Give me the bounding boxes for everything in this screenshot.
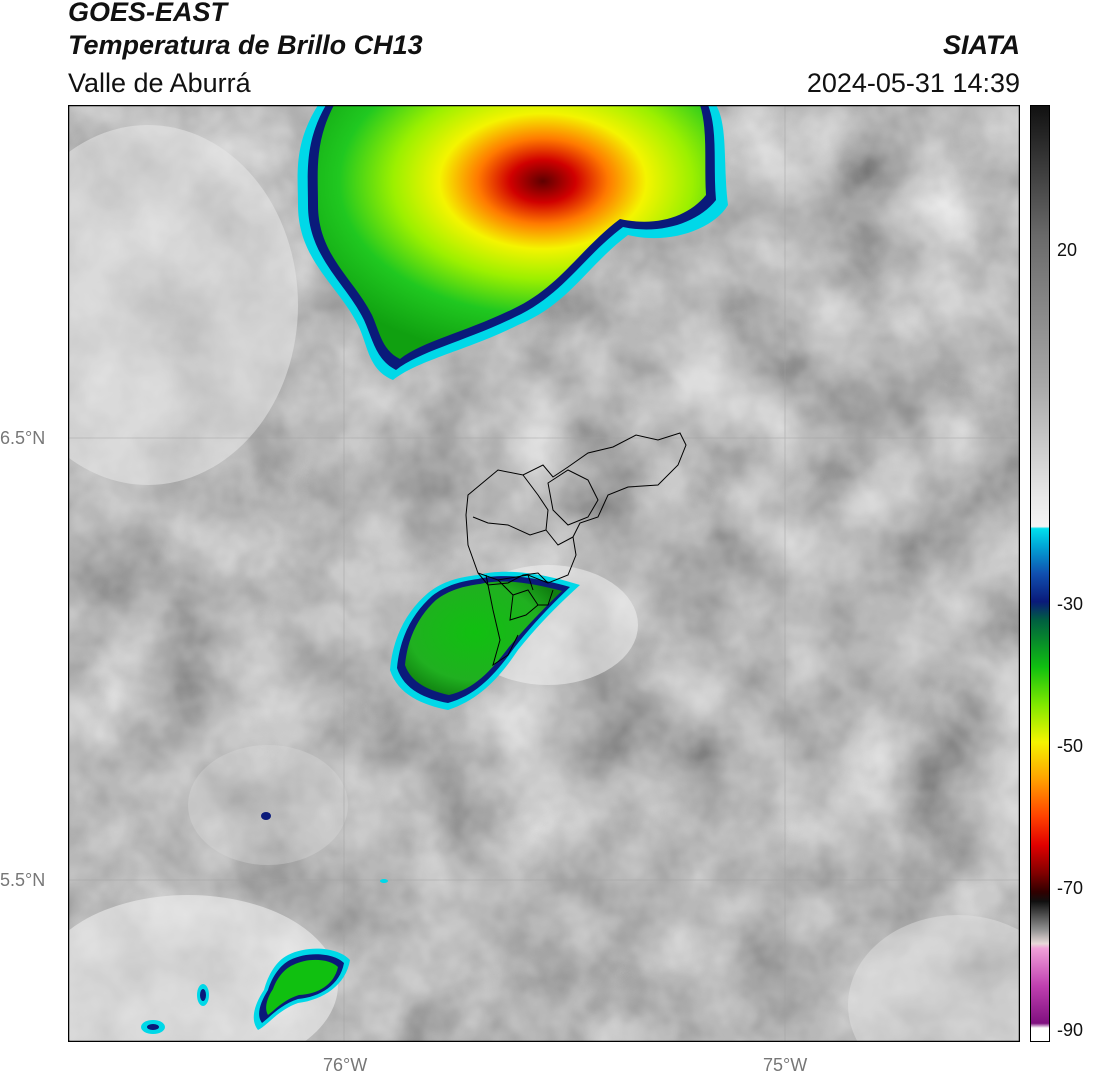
lat-label-6-5N: 6.5°N xyxy=(0,428,46,448)
colorbar-tick-minus70: -70 xyxy=(1057,878,1084,898)
lon-label-75W: 75°W xyxy=(763,1055,808,1075)
satellite-map xyxy=(68,105,1020,1042)
lon-label-76W: 76°W xyxy=(323,1055,368,1075)
municipal-boundaries xyxy=(465,432,687,667)
storm-cell-north xyxy=(297,105,728,380)
colorbar-tick-minus90: -90 xyxy=(1057,1020,1084,1040)
temperature-colorbar xyxy=(1030,105,1050,1042)
colorbar-tick-20: 20 xyxy=(1057,240,1078,260)
datetime-label: 2024-05-31 14:39 xyxy=(806,68,1020,98)
storm-cell-central xyxy=(390,571,580,710)
region-subtitle: Valle de Aburrá xyxy=(68,68,251,98)
lat-label-5-5N: 5.5°N xyxy=(0,870,46,890)
storm-cell-south xyxy=(141,812,388,1034)
satellite-title: GOES-EAST xyxy=(68,0,228,27)
product-title: Temperatura de Brillo CH13 xyxy=(68,30,423,60)
map-frame xyxy=(68,105,1020,1042)
colorbar-tick-minus30: -30 xyxy=(1057,594,1084,614)
agency-label: SIATA xyxy=(943,30,1020,60)
colorbar-tick-minus50: -50 xyxy=(1057,736,1084,756)
